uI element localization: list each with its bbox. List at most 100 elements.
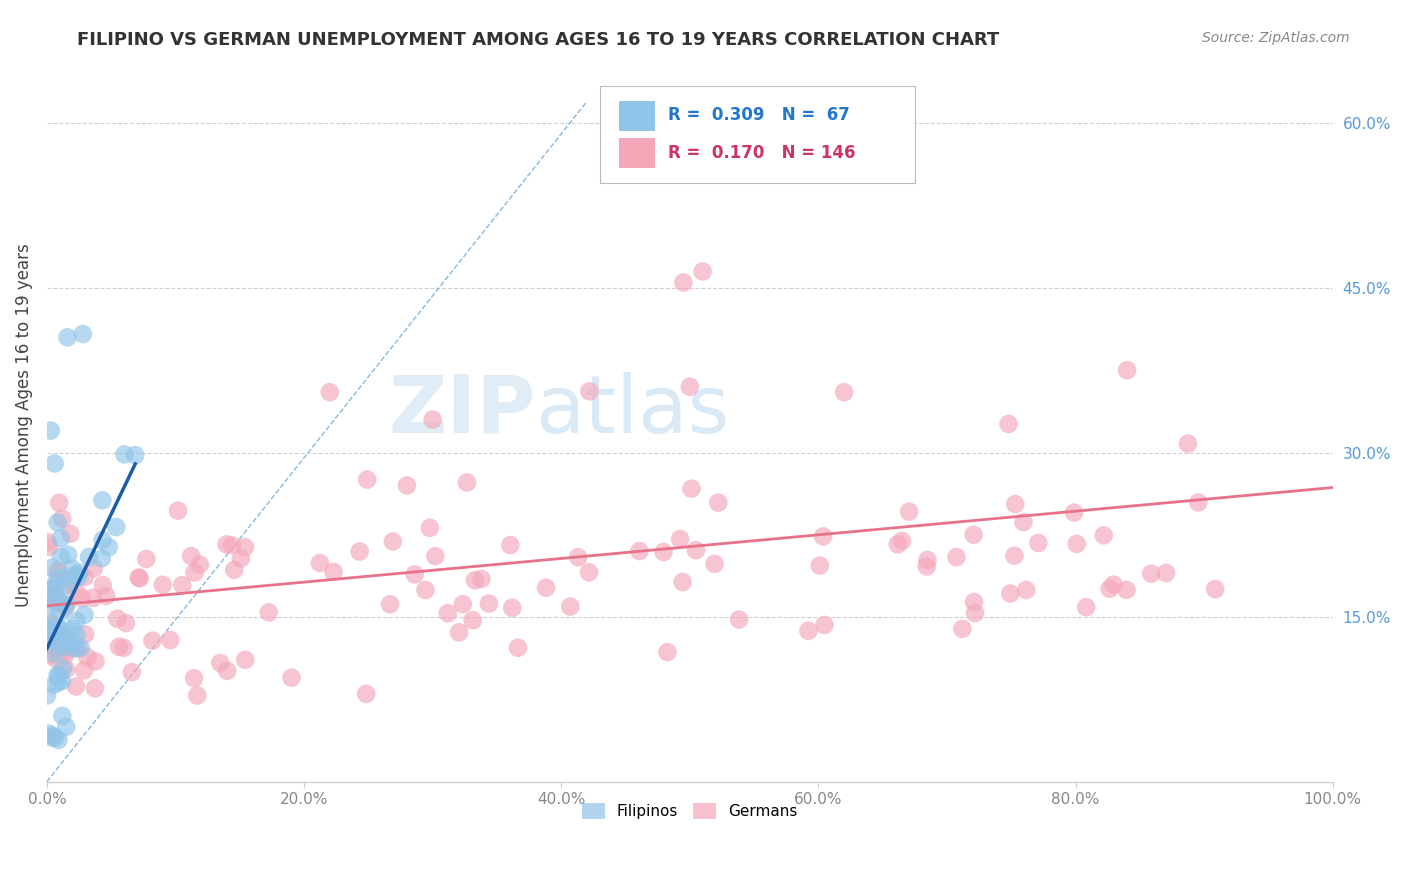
Point (1187, 495, 1209, 509)
Point (1140, 566, 1163, 581)
Point (52, 662, 75, 676)
Point (55, 720, 77, 734)
Point (233, 540, 256, 554)
Point (898, 505, 921, 519)
Point (67, 566, 90, 580)
Point (44, 581, 66, 595)
Point (499, 538, 522, 552)
Point (65, 680, 87, 694)
Point (51, 709, 73, 723)
Point (46, 516, 69, 530)
Point (449, 625, 471, 640)
Point (451, 597, 474, 611)
Point (84, 654, 107, 668)
Point (183, 671, 205, 685)
Point (997, 417, 1019, 431)
Point (422, 412, 444, 426)
Point (63, 641, 86, 656)
Point (456, 475, 478, 490)
Point (38, 590, 60, 604)
Point (669, 532, 692, 546)
Point (1015, 582, 1038, 597)
Point (44, 647, 66, 661)
Point (567, 550, 589, 565)
Point (41, 590, 63, 604)
Text: Source: ZipAtlas.com: Source: ZipAtlas.com (1202, 31, 1350, 45)
Point (652, 545, 675, 559)
Point (280, 671, 302, 685)
Point (703, 557, 725, 571)
Point (217, 664, 239, 678)
Point (233, 653, 256, 667)
Point (415, 582, 437, 597)
Text: ZIP: ZIP (388, 372, 536, 450)
Point (73, 663, 96, 677)
Point (950, 622, 973, 636)
Point (121, 665, 143, 679)
Point (425, 549, 447, 564)
Point (65, 614, 87, 628)
Point (578, 384, 600, 399)
Point (917, 553, 939, 567)
Point (464, 574, 486, 588)
Point (534, 581, 557, 595)
Point (48, 733, 70, 747)
Point (152, 578, 174, 592)
Point (39, 591, 62, 606)
Point (756, 100, 779, 114)
Point (141, 633, 163, 648)
Point (692, 264, 714, 278)
Point (62, 622, 84, 636)
Point (42, 633, 65, 648)
Point (46, 632, 69, 646)
Point (108, 640, 131, 654)
Point (53, 571, 76, 585)
Point (215, 537, 238, 551)
Point (42, 624, 65, 638)
Point (728, 613, 751, 627)
Point (97, 540, 120, 554)
Point (38, 582, 60, 596)
Point (53, 600, 76, 615)
Point (56, 330, 79, 344)
Point (672, 276, 695, 290)
Point (51, 630, 73, 644)
Point (38, 648, 60, 663)
Point (1092, 528, 1115, 542)
Point (128, 571, 150, 585)
Point (167, 504, 190, 518)
Point (83, 561, 105, 575)
Point (55, 662, 77, 676)
Point (124, 448, 146, 462)
Point (55, 578, 77, 592)
Point (478, 597, 501, 611)
Point (1116, 363, 1139, 377)
Point (186, 689, 208, 703)
Point (69, 640, 91, 655)
Point (51, 674, 73, 689)
Point (1204, 582, 1226, 596)
Point (172, 578, 194, 592)
Point (1074, 600, 1097, 615)
Point (395, 478, 418, 492)
Point (70, 591, 93, 606)
Point (91, 578, 114, 592)
Point (46, 641, 69, 656)
Point (48, 496, 70, 510)
Point (51, 511, 73, 525)
Point (679, 380, 702, 394)
Point (62, 636, 84, 650)
Point (628, 544, 651, 558)
Point (221, 538, 243, 552)
Point (852, 95, 875, 109)
Point (75, 627, 97, 641)
Point (1004, 497, 1026, 511)
Point (963, 528, 986, 542)
Point (48, 621, 70, 635)
Point (67, 570, 90, 584)
Point (180, 549, 202, 563)
Point (46, 668, 69, 682)
Point (114, 447, 136, 461)
Point (1177, 436, 1199, 450)
Point (59, 526, 82, 541)
